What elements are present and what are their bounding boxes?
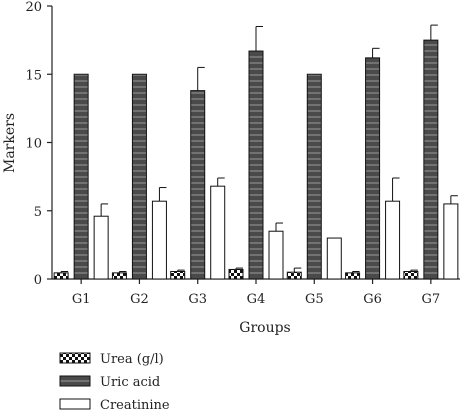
x-tick-label: G5 [305, 292, 324, 307]
bar [365, 57, 381, 280]
y-tick-label: 20 [25, 0, 42, 15]
bar [53, 272, 69, 280]
bar [151, 200, 167, 280]
bar [111, 272, 127, 280]
x-tick-label: G3 [188, 292, 207, 307]
bar [326, 237, 342, 280]
legend-swatch [59, 375, 91, 387]
bar [306, 73, 322, 280]
y-tick-label: 15 [25, 68, 42, 83]
bar [248, 50, 264, 280]
y-tick-label: 10 [25, 137, 42, 152]
bar [443, 203, 459, 280]
y-tick-label: 5 [34, 205, 42, 220]
bar [268, 230, 284, 280]
bar [286, 271, 302, 280]
legend-swatch [59, 352, 91, 364]
bar [73, 73, 89, 280]
bar [403, 270, 419, 280]
legend-label: Creatinine [100, 398, 170, 410]
legend-label: Urea (g/l) [100, 352, 164, 367]
x-tick-label: G2 [130, 292, 149, 307]
bar [423, 39, 439, 280]
y-tick-label: 0 [34, 273, 42, 288]
x-tick-label: G6 [363, 292, 382, 307]
x-axis-label: Groups [239, 320, 290, 336]
bar [93, 215, 109, 280]
legend-label: Uric acid [100, 375, 160, 390]
bar [190, 90, 206, 280]
x-tick-label: G4 [247, 292, 266, 307]
bar [170, 270, 186, 280]
bar [131, 73, 147, 280]
bar [385, 200, 401, 280]
bar [228, 268, 244, 280]
legend: Urea (g/l) Uric acid Creatinine [59, 352, 170, 410]
y-axis-label: Markers [2, 113, 18, 173]
legend-swatch [59, 398, 91, 410]
plot-area: 0 5 10 15 20 G1 G2 G3 G4 G5 G6 G7 [25, 0, 460, 307]
bar [345, 272, 361, 280]
x-tick-label: G1 [72, 292, 91, 307]
bar [210, 185, 226, 280]
x-tick-label: G7 [422, 292, 441, 307]
